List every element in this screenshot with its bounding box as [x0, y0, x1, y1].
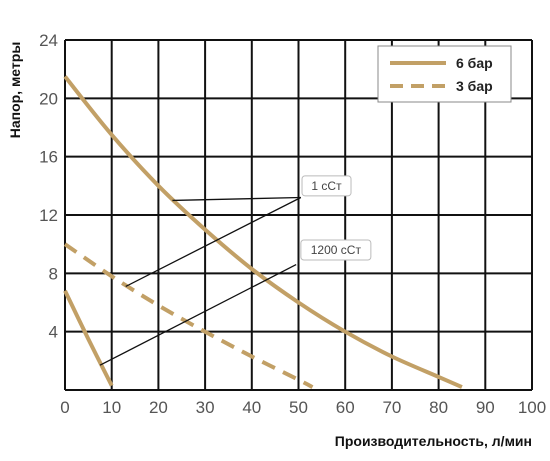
- annotation-0-pointer-0: [172, 196, 301, 202]
- x-tick-label-10: 10: [102, 398, 121, 417]
- series-line-1: [63, 242, 314, 389]
- x-tick-label-100: 100: [518, 398, 546, 417]
- annotation-1-pointer-0: [99, 264, 297, 366]
- y-tick-label-20: 20: [39, 89, 58, 108]
- y-axis-title: Напор, метры: [7, 42, 23, 139]
- annotation-0-pointer-1: [125, 196, 302, 288]
- annotation-0-label: 1 сСт: [311, 179, 342, 193]
- legend-label-6bar: 6 бар: [456, 55, 493, 71]
- x-tick-label-70: 70: [382, 398, 401, 417]
- x-tick-label-0: 0: [60, 398, 69, 417]
- annotation-1-box: [300, 239, 372, 261]
- annotation-1-label: 1200 сСт: [311, 243, 362, 257]
- x-tick-label-40: 40: [242, 398, 261, 417]
- y-tick-label-24: 24: [39, 31, 58, 50]
- x-tick-label-60: 60: [336, 398, 355, 417]
- x-tick-label-30: 30: [196, 398, 215, 417]
- x-tick-label-80: 80: [429, 398, 448, 417]
- series-line-2: [63, 289, 114, 387]
- y-tick-label-12: 12: [39, 206, 58, 225]
- annotation-0-box: [301, 175, 352, 197]
- x-tick-label-50: 50: [289, 398, 308, 417]
- y-tick-label-4: 4: [49, 323, 58, 342]
- y-tick-label-16: 16: [39, 148, 58, 167]
- tick-labels: 0 10 20 30 40 50 60 70 80 90 100 4 8 12 16 20 24: [39, 31, 546, 417]
- legend-box: [377, 45, 512, 103]
- legend: 6 бар 3 бар: [377, 45, 512, 103]
- x-axis-title: Производительность, л/мин: [335, 433, 532, 449]
- x-tick-label-20: 20: [149, 398, 168, 417]
- legend-label-3bar: 3 бар: [456, 78, 493, 94]
- y-tick-label-8: 8: [49, 264, 58, 283]
- annotations-layer: 1 сСт 1200 сСт: [99, 175, 372, 366]
- x-tick-label-90: 90: [476, 398, 495, 417]
